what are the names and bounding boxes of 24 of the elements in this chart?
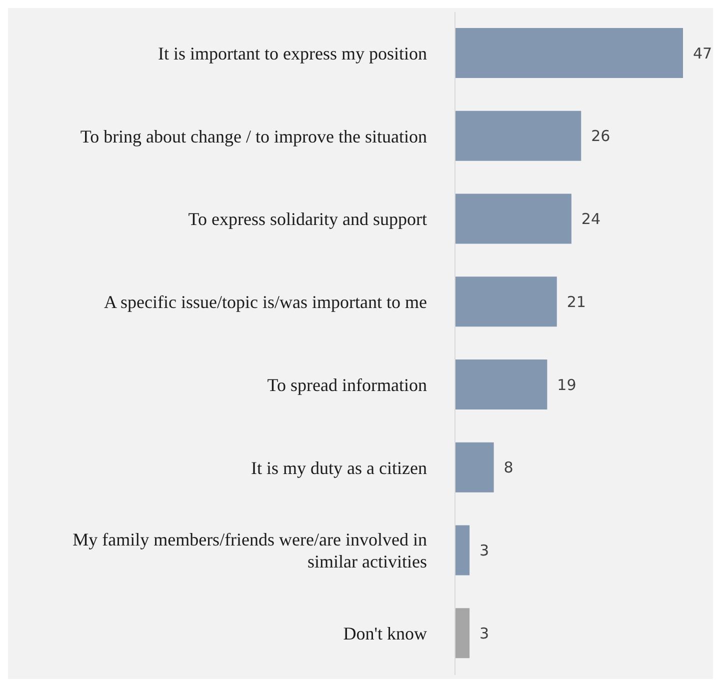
y-tick-label: To bring about change / to improve the situation xyxy=(80,126,427,146)
bar xyxy=(455,110,582,161)
bar xyxy=(455,194,572,244)
y-tick-label: To express solidarity and support xyxy=(188,209,427,230)
data-label: 8 xyxy=(504,458,514,477)
data-label: 3 xyxy=(480,542,490,560)
data-label: 19 xyxy=(557,376,576,394)
data-label: 21 xyxy=(566,292,586,311)
data-label: 24 xyxy=(581,210,601,228)
bar xyxy=(455,608,470,658)
y-tick-label: My family members/friends were/are involved in similar activities xyxy=(72,530,427,572)
bar xyxy=(455,276,557,327)
y-tick-label: Don't know xyxy=(343,624,427,644)
data-label: 26 xyxy=(591,127,610,146)
bar xyxy=(455,360,548,410)
y-tick-label: It is important to express my position xyxy=(158,43,427,64)
data-label: 3 xyxy=(480,624,490,642)
bar xyxy=(455,525,470,576)
data-label: 47 xyxy=(693,44,712,62)
y-tick-label: To spread information xyxy=(267,374,427,395)
bar xyxy=(455,442,494,492)
y-tick-label: A specific issue/topic is/was important to me xyxy=(104,292,428,312)
y-tick-label: It is my duty as a citizen xyxy=(251,458,427,478)
bar xyxy=(455,28,683,78)
